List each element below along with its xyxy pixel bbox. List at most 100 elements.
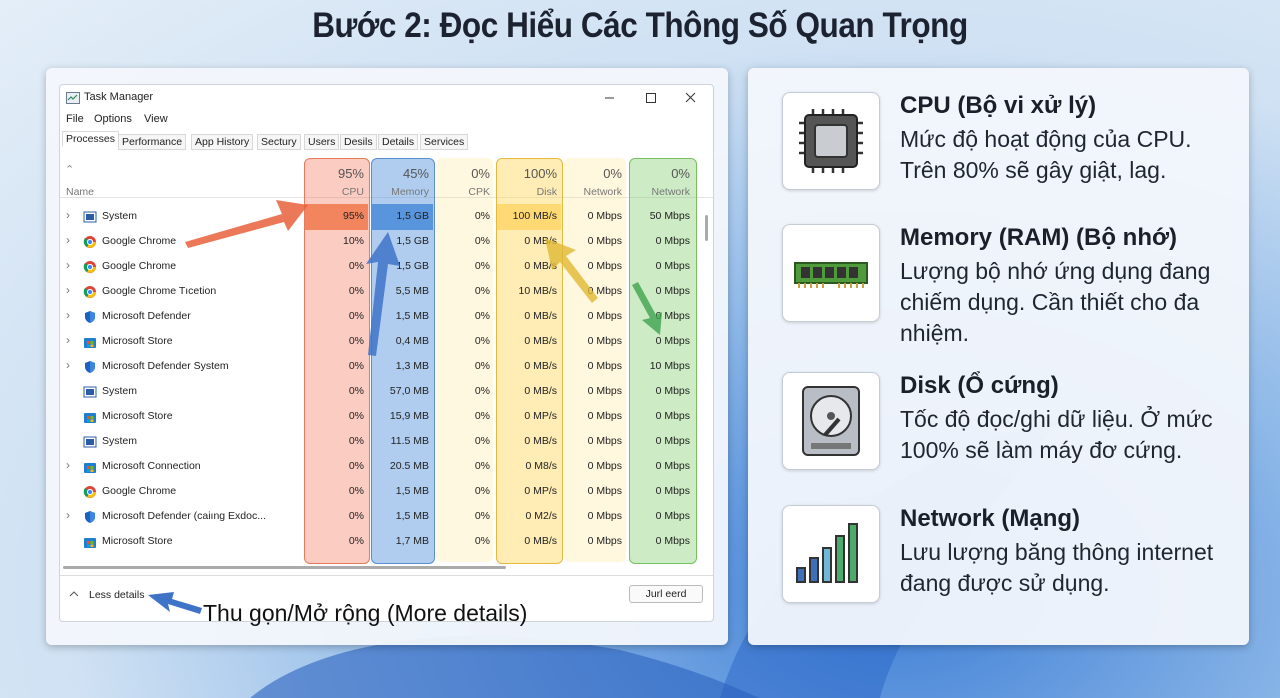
process-metric: 50 Mbps — [649, 210, 690, 222]
process-metric: 10 MB/s — [518, 285, 557, 297]
process-metric: 0 Mbps — [587, 460, 622, 472]
column-percent: 0% — [671, 166, 690, 181]
column-highlight — [629, 158, 697, 564]
process-icon — [83, 486, 96, 498]
network-icon — [782, 505, 880, 603]
card-title: Network (Mạng) — [900, 505, 1080, 532]
tab[interactable]: Processes — [62, 131, 120, 147]
header-divider — [60, 197, 713, 198]
column-percent: 45% — [402, 166, 429, 181]
column-label: CPU — [341, 186, 364, 198]
tab[interactable]: Services — [420, 134, 469, 150]
expand-chevron[interactable]: › — [66, 358, 70, 372]
column-percent: 100% — [523, 166, 557, 181]
sort-arrow: ⌃ — [65, 164, 75, 176]
expand-chevron[interactable]: › — [66, 258, 70, 272]
name-header: Name — [66, 186, 95, 198]
process-metric: 15,9 MB — [389, 410, 429, 422]
collapse-icon[interactable] — [69, 590, 79, 598]
process-metric: 0 MB/s — [524, 535, 557, 547]
menu-item[interactable]: File — [66, 113, 84, 125]
process-icon — [83, 436, 97, 448]
process-metric: 0% — [348, 535, 364, 547]
menu-item[interactable]: Options — [94, 113, 132, 125]
process-metric: 0 MP/s — [524, 485, 557, 497]
process-metric: 0% — [474, 535, 490, 547]
process-metric: 0% — [474, 435, 490, 447]
process-metric: 10 Mbps — [649, 360, 690, 372]
expand-chevron[interactable]: › — [66, 333, 70, 347]
menu-item[interactable]: View — [144, 113, 168, 125]
process-icon — [84, 413, 96, 423]
card-title: CPU (Bộ vi xử lý) — [900, 92, 1097, 119]
process-metric: 0% — [348, 485, 364, 497]
process-metric: 0 Mbps — [587, 510, 622, 522]
process-metric: 0% — [474, 210, 490, 222]
page-title: Bước 2: Đọc Hiểu Các Thông Số Quan Trọng — [312, 6, 968, 45]
process-metric: 1,5 MB — [395, 510, 429, 522]
process-metric: 0 Mbps — [587, 335, 622, 347]
process-metric: 0 Mbps — [587, 410, 622, 422]
expand-chevron[interactable]: › — [66, 458, 70, 472]
process-metric: 0 MB/s — [524, 310, 557, 322]
process-metric: 0 Mbps — [587, 360, 622, 372]
process-metric: 1,5 MB — [395, 485, 429, 497]
v-scrollbar — [705, 215, 708, 241]
process-metric: 0 Mbps — [655, 435, 690, 447]
process-metric: 0% — [474, 360, 490, 372]
process-icon — [83, 286, 96, 298]
expand-chevron[interactable]: › — [66, 508, 70, 522]
column-percent: 0% — [471, 166, 490, 181]
less-details[interactable]: Less details — [89, 589, 145, 601]
process-metric: 1,5 MB — [395, 310, 429, 322]
tab[interactable]: App History — [191, 134, 254, 150]
ram-glyph — [794, 262, 868, 288]
process-metric: 0 Mbps — [587, 535, 622, 547]
expand-chevron[interactable]: › — [66, 283, 70, 297]
process-metric: 0% — [348, 285, 364, 297]
process-metric: 0 MB/s — [524, 260, 557, 272]
process-metric: 0% — [348, 360, 364, 372]
memory-hot-cell — [372, 204, 433, 230]
footer-button[interactable]: Jurl eerd — [629, 585, 703, 603]
expand-chevron[interactable]: › — [66, 308, 70, 322]
process-metric: 0% — [348, 435, 364, 447]
process-metric: 0 MB/s — [524, 385, 557, 397]
task-manager-window: ⌃ Task Manager File Options View Processes Pe… — [59, 84, 714, 622]
expand-chevron[interactable]: › — [66, 208, 70, 222]
window-title: Task Manager — [84, 91, 154, 103]
tab[interactable]: Performance — [118, 134, 187, 150]
column-label: CPK — [468, 186, 490, 198]
process-metric: 0,4 MB — [395, 335, 429, 347]
process-metric: 0% — [474, 310, 490, 322]
process-metric: 5,5 MB — [395, 285, 429, 297]
process-name: Microsoft Store — [102, 335, 173, 347]
process-metric: 0% — [348, 260, 364, 272]
card-description: Mức độ hoạt động của CPU. Trên 80% sẽ gâ… — [900, 126, 1192, 183]
process-metric: 0 Mbps — [655, 260, 690, 272]
process-metric: 1,7 MB — [395, 535, 429, 547]
card-title: Disk (Ổ cứng) — [900, 372, 1059, 399]
tab[interactable]: Sectury — [257, 134, 301, 150]
process-name: Microsoft Defender (caiıng Exdoc... — [102, 510, 266, 522]
process-metric: 1,3 MB — [395, 360, 429, 372]
process-metric: 1,5 GB — [396, 235, 429, 247]
process-metric: 0% — [348, 310, 364, 322]
disk-hot-cell — [497, 204, 561, 230]
tab[interactable]: Users — [304, 134, 340, 150]
process-metric: 0 Mbps — [655, 410, 690, 422]
process-metric: 0 Mbps — [587, 285, 622, 297]
process-metric: 20.5 MB — [389, 460, 429, 472]
window-controls[interactable] — [600, 89, 710, 107]
process-metric: 0 Mbps — [587, 260, 622, 272]
h-scrollbar — [63, 566, 506, 569]
process-metric: 0 Mbps — [655, 510, 690, 522]
process-name: Microsoft Store — [102, 535, 173, 547]
expand-chevron[interactable]: › — [66, 233, 70, 247]
tab[interactable]: Details — [378, 134, 419, 150]
column-highlight — [564, 158, 626, 562]
tab[interactable]: Desils — [340, 134, 377, 150]
process-metric: 0 MB/s — [524, 235, 557, 247]
column-label: Network — [583, 186, 622, 198]
